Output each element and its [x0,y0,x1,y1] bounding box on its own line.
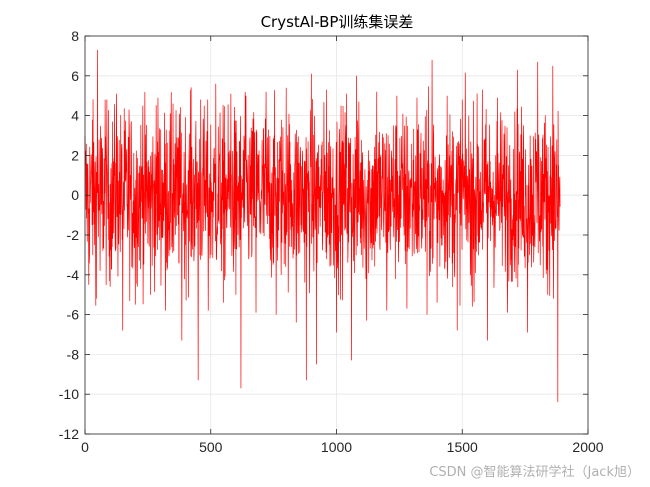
axis-ticks: 0 500 1000 1500 2000 -12 -10 -8 -6 -4 -2 0 2 4 6 8 [59,28,604,455]
y-tick-label: 2 [71,147,79,163]
x-tick-label: 1000 [321,439,352,455]
x-tick-label: 1500 [447,439,478,455]
chart-title: CrystAl-BP训练集误差 [261,13,414,31]
y-tick-label: 8 [71,28,79,44]
y-tick-label: -8 [67,346,80,362]
series-line [84,49,561,403]
y-tick-label: -6 [67,307,80,323]
y-tick-label: -12 [59,426,79,442]
y-tick-label: -2 [67,227,80,243]
y-tick-label: 6 [71,68,79,84]
x-tick-label: 2000 [572,439,603,455]
x-tick-label: 0 [81,439,89,455]
y-tick-label: -10 [59,386,79,402]
x-tick-label: 500 [199,439,223,455]
y-tick-label: 4 [71,108,79,124]
y-tick-label: 0 [71,187,79,203]
y-tick-label: -4 [67,267,80,283]
watermark: CSDN @智能算法研学社（Jack旭） [429,465,640,480]
